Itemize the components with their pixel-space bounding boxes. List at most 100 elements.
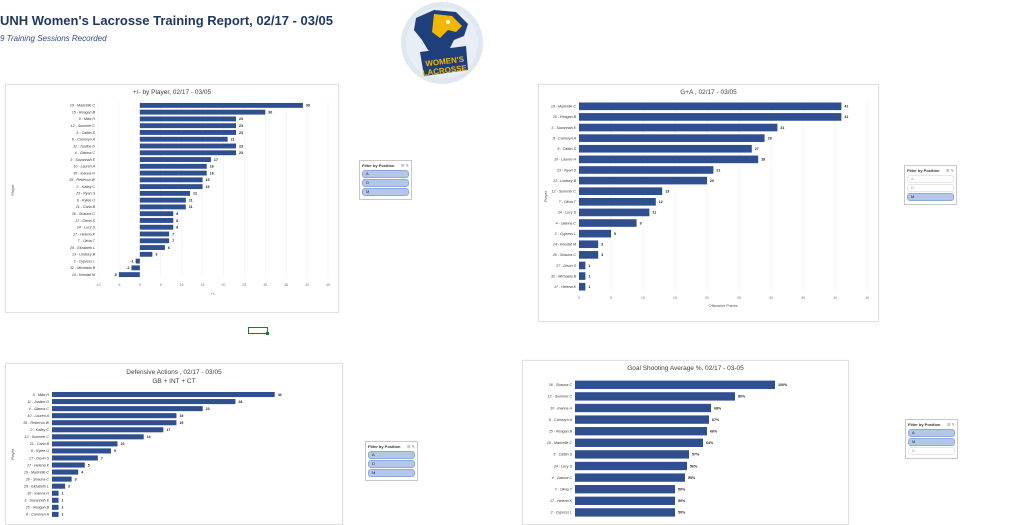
slicer-item[interactable]: A [907, 175, 954, 183]
bar [139, 109, 266, 115]
x-tick-label: 0 [578, 296, 580, 300]
slicer-item[interactable]: M [907, 193, 954, 201]
position-slicer-3[interactable]: Filter by Position ☰ ✎ A D M [365, 441, 418, 481]
slicer-item[interactable]: D [907, 184, 954, 192]
category-label: 10 - Ioanna H [550, 406, 572, 410]
bar [139, 197, 186, 203]
data-label: 15 [206, 185, 210, 189]
data-label: 27 [755, 147, 759, 151]
chart-defensive-actions[interactable]: Defensive Actions , 02/17 - 03/05 GB + IN… [5, 363, 343, 525]
category-label: 26 - Shauna C [552, 253, 577, 257]
bar [579, 166, 714, 174]
data-label: 80% [738, 395, 746, 399]
clear-filter-icon[interactable]: ☰ ✎ [945, 168, 954, 173]
bar [139, 224, 174, 230]
category-label: 10 - Lauren A [73, 165, 95, 169]
position-slicer-1[interactable]: Filter by Position ☰ ✎ A D M [359, 160, 412, 200]
clear-filter-icon[interactable]: ☰ ✎ [946, 422, 955, 427]
bar [579, 282, 586, 291]
category-label: 12 - Summer C [25, 435, 50, 439]
slicer-item[interactable]: M [908, 438, 955, 446]
data-label: 50% [678, 511, 686, 515]
data-label: 9 [640, 221, 642, 225]
data-label: 100% [778, 383, 788, 387]
data-label: 29 [768, 136, 772, 140]
category-label: 23 - Ryan S [556, 168, 577, 172]
data-label: 23 [239, 151, 243, 155]
category-label: 2 - Kalley C [29, 428, 49, 432]
clear-filter-icon[interactable]: ☰ ✎ [400, 163, 409, 168]
slicer-item[interactable]: A [368, 451, 415, 459]
category-label: 8 - Camoryn A [72, 138, 96, 142]
category-label: 26 - Shauna C [25, 477, 50, 481]
x-tick-label: -5 [117, 283, 120, 287]
bar [52, 391, 275, 398]
bar [575, 427, 707, 436]
category-label: 2 - Cypress L [550, 511, 572, 515]
slicer-item[interactable]: D [362, 179, 409, 187]
category-label: 19 - Maricélle C [551, 105, 577, 109]
bar [139, 102, 303, 108]
bar [52, 434, 144, 440]
data-label: 23 [239, 131, 243, 135]
bar [579, 229, 611, 238]
bar [575, 508, 675, 517]
data-label: 2 [68, 484, 70, 488]
data-label: -1 [130, 259, 133, 263]
data-label: 23 [206, 407, 210, 411]
clear-filter-icon[interactable]: ☰ ✎ [406, 444, 415, 449]
data-label: 23 [239, 124, 243, 128]
category-label: 32 - Michaela B [551, 274, 577, 278]
position-slicer-2[interactable]: Filter by Position ☰ ✎ A D M [904, 165, 957, 205]
bar [52, 504, 59, 510]
category-label: 26 - Shauna C [71, 212, 96, 216]
x-tick-label: 5 [160, 283, 162, 287]
data-label: 13 [665, 189, 669, 193]
category-label: 24 - Lucy S [553, 464, 573, 468]
plus-minus-bar-chart: +/- by Player, 02/17 - 03/05 -10 -5 0 5 10 15 2… [10, 89, 330, 296]
cell-selection-marker[interactable] [248, 327, 269, 335]
data-label: 19 [179, 414, 183, 418]
category-label: 10 - Lauren A [27, 414, 49, 418]
slicer-item[interactable]: D [908, 447, 955, 455]
category-label: 17 - Helena K [550, 499, 573, 503]
data-label: 31 [780, 126, 784, 130]
category-label: 29 - Elizabeth L [23, 484, 49, 488]
category-label: 4 - Gianna C [29, 407, 50, 411]
slicer-item[interactable]: A [908, 429, 955, 437]
slicer-title: Filter by Position [362, 163, 395, 168]
data-label: 34 [278, 393, 282, 397]
y-axis-title: Player [543, 190, 548, 202]
x-tick-label: 15 [673, 296, 677, 300]
bar [139, 170, 207, 176]
bar [575, 415, 709, 424]
position-slicer-4[interactable]: Filter by Position ☰ ✎ A M D [905, 419, 958, 459]
category-label: 21 - Carla B [29, 442, 50, 446]
category-label: 15 - Reagan B [553, 115, 577, 119]
chart-title: G+A , 02/17 - 03/05 [680, 89, 737, 96]
bar [579, 144, 752, 153]
bar [52, 448, 111, 454]
chart-goals-assists[interactable]: G+A , 02/17 - 03/05 0 5 10 15 20 25 30 35 40 45 19 … [538, 84, 879, 322]
data-label: 17 [214, 158, 218, 162]
bar [575, 403, 711, 413]
bar [52, 497, 59, 503]
data-label: 3 [601, 253, 603, 257]
category-label: 14 - Kendall M [553, 243, 576, 247]
x-axis-title: +/- [211, 291, 216, 296]
bar [139, 184, 203, 190]
chart-goal-shooting[interactable]: Goal Shooting Average %, 02/17 - 03-05 26… [522, 360, 849, 525]
x-tick-label: 40 [833, 296, 837, 300]
report-subtitle: 9 Training Sessions Recorded [0, 34, 107, 43]
bar [579, 187, 663, 196]
data-label: 64% [706, 441, 714, 445]
slicer-item[interactable]: A [362, 170, 409, 178]
slicer-item[interactable]: D [368, 460, 415, 468]
category-label: 5 - Caitlin S [557, 147, 576, 151]
slicer-item[interactable]: M [362, 188, 409, 196]
chart-plus-minus[interactable]: +/- by Player, 02/17 - 03/05 -10 -5 0 5 10 15 2… [5, 84, 339, 313]
bar [52, 406, 203, 412]
slicer-item[interactable]: M [368, 469, 415, 477]
category-label: 12 - Summer C [71, 124, 96, 128]
data-label: 68% [714, 406, 722, 410]
